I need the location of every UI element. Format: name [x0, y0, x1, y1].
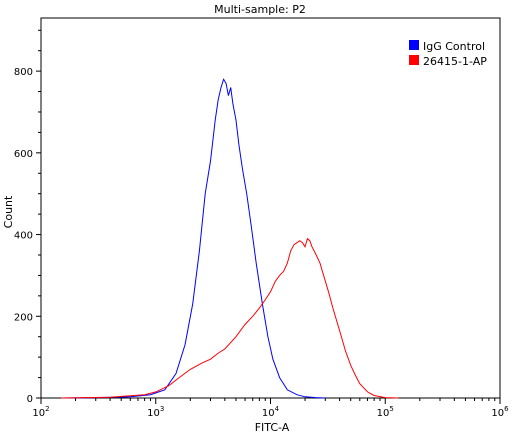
x-tick-label: 103 — [147, 405, 164, 419]
y-tick-label: 200 — [14, 312, 33, 323]
x-tick-label: 102 — [32, 405, 49, 419]
legend-label-igg-control: IgG Control — [423, 40, 485, 53]
y-axis-ticks: 0 200 400 600 800 — [14, 29, 41, 405]
legend-label-26415-1-ap: 26415-1-AP — [423, 55, 487, 68]
legend-swatch-26415-1-ap — [409, 55, 419, 65]
chart-title: Multi-sample: P2 — [214, 3, 306, 16]
series-lines — [61, 78, 399, 399]
y-axis-title: Count — [2, 195, 15, 228]
plot-frame — [40, 17, 501, 399]
y-tick-label: 400 — [14, 231, 33, 242]
x-tick-label: 104 — [262, 405, 280, 419]
x-axis-title: FITC-A — [255, 421, 290, 434]
series-line-26415-1-ap — [61, 237, 399, 399]
legend: IgG Control 26415-1-AP — [409, 40, 487, 68]
series-line-igg-control — [61, 78, 326, 399]
x-tick-label: 106 — [491, 405, 509, 419]
y-tick-label: 800 — [14, 67, 33, 78]
y-tick-label: 0 — [27, 394, 33, 405]
y-tick-label: 600 — [14, 149, 33, 160]
x-tick-label: 105 — [377, 405, 394, 419]
legend-swatch-igg-control — [409, 40, 419, 50]
x-axis-ticks: 102 103 104 105 106 — [32, 398, 509, 419]
